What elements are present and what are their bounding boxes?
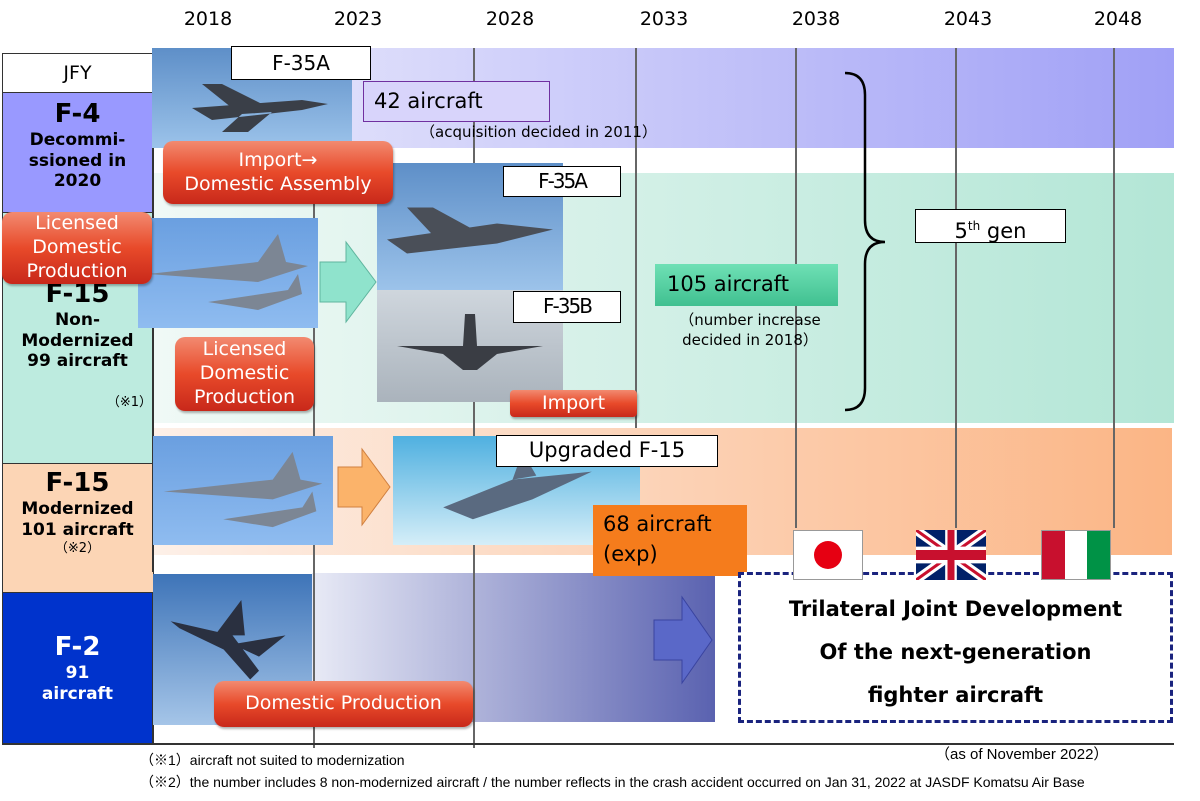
arrow-right-icon: [653, 595, 713, 685]
year-label: 2028: [485, 8, 535, 30]
arrow-right-icon: [337, 447, 391, 527]
f15m-desc: 101 aircraft: [21, 519, 134, 540]
gen-text: gen: [980, 219, 1027, 243]
f35a-label: F-35A: [231, 46, 371, 80]
year-label: 2023: [333, 8, 383, 30]
joint-line: Of the next-generation: [819, 639, 1092, 664]
joint-line: Trilateral Joint Development: [788, 596, 1123, 621]
method-text: Licensed: [202, 338, 287, 361]
f35-sub-line: （number increase: [679, 311, 821, 329]
mod-count-line: 68 aircraft: [603, 512, 712, 536]
joint-development-box: Trilateral Joint Development Of the next…: [738, 572, 1173, 723]
f15m-desc: Modernized: [21, 499, 134, 520]
f35a-count: 42 aircraft: [363, 81, 550, 122]
arrow-right-icon: [319, 240, 377, 324]
mod-count: 68 aircraft (exp): [593, 505, 747, 576]
f2-desc: 91: [65, 663, 90, 684]
gridline: [635, 48, 637, 428]
year-label: 2048: [1093, 8, 1143, 30]
gen-number: 5: [954, 219, 968, 243]
mod-count-line: (exp): [603, 542, 658, 566]
domestic-production-label: Domestic Production: [214, 681, 473, 727]
footnote-2: （※2）the number includes 8 non-modernized…: [140, 774, 1085, 790]
f15m-name: F-15: [45, 468, 110, 498]
note-marker: （※1）: [106, 395, 152, 411]
italy-flag-icon: [1041, 530, 1111, 580]
f4-cell: F-4 Decommi- ssioned in 2020: [2, 92, 153, 213]
method-text: Production: [26, 259, 128, 282]
method-text: Import→: [238, 148, 318, 171]
import-assembly-label: Import→ Domestic Assembly: [163, 141, 393, 204]
method-text: Production: [193, 385, 296, 408]
method-text: Licensed: [35, 212, 119, 235]
import-label: Import: [510, 390, 637, 417]
f15n-desc: Non-: [54, 310, 101, 331]
method-text: Domestic: [32, 236, 122, 259]
f35a-label-2: F-35A: [503, 166, 621, 197]
upgraded-f15-label: Upgraded F-15: [496, 435, 718, 467]
f4-desc: ssioned in: [28, 150, 127, 171]
f35-count: 105 aircraft: [655, 264, 838, 306]
gridline: [1113, 48, 1115, 528]
fifth-gen-label: 5th gen: [915, 209, 1066, 243]
f2-name: F-2: [54, 632, 101, 663]
divider: [2, 743, 1174, 745]
year-label: 2018: [183, 8, 233, 30]
f2-desc: aircraft: [41, 683, 114, 704]
f15n-desc: 99 aircraft: [27, 350, 128, 371]
uk-flag-icon: [916, 530, 986, 580]
method-text: Domestic: [199, 362, 290, 385]
as-of-date: （as of November 2022）: [935, 746, 1109, 763]
f35b-label: F-35B: [513, 291, 621, 323]
f35-sub-line: decided in 2018）: [682, 331, 818, 349]
note-marker: （※2）: [54, 540, 101, 556]
footnote-1: （※1）aircraft not suited to modernization: [140, 752, 405, 768]
year-label: 2043: [943, 8, 993, 30]
f4-name: F-4: [54, 99, 101, 129]
f35-sub: （number increase decided in 2018）: [665, 310, 835, 350]
f35a-sub: （acquisition decided in 2011）: [420, 123, 657, 141]
japan-flag-icon: [793, 530, 863, 580]
gen-suffix: th: [967, 219, 981, 233]
year-label: 2033: [639, 8, 689, 30]
joint-line: fighter aircraft: [867, 682, 1044, 707]
licensed-production-label: Licensed Domestic Production: [2, 212, 152, 284]
f2-cell: F-2 91 aircraft: [2, 592, 153, 744]
f4-desc: Decommi-: [29, 130, 126, 151]
jfy-header: JFY: [2, 53, 153, 93]
year-label: 2038: [791, 8, 841, 30]
licensed-production-label-2: Licensed Domestic Production: [175, 337, 314, 411]
method-text: Domestic Assembly: [184, 172, 372, 195]
bracket-icon: [844, 71, 886, 412]
f15-mod-cell-bottom: [2, 572, 153, 593]
f15n-name: F-15: [45, 279, 110, 309]
f15n-desc: Modernized: [21, 330, 134, 351]
f15-mod-cell: F-15 Modernized 101 aircraft （※2）: [2, 463, 153, 573]
f15-photo: [138, 218, 318, 328]
gridline: [955, 48, 957, 528]
f4-desc: 2020: [53, 170, 102, 191]
f15-photo-2: [153, 436, 333, 545]
